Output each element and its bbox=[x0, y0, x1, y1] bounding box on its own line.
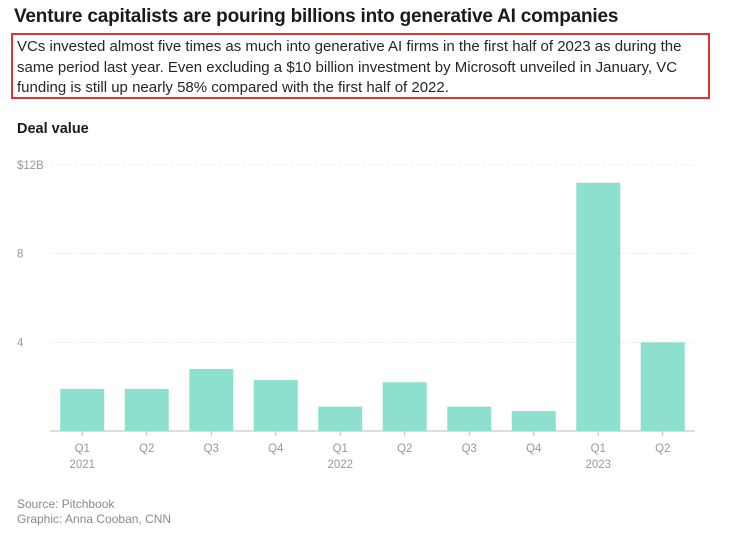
chart-subtitle: VCs invested almost five times as much i… bbox=[11, 33, 710, 99]
y-tick-label: $12B bbox=[17, 160, 44, 172]
y-axis-label: Deal value bbox=[17, 121, 89, 137]
bar bbox=[124, 388, 169, 431]
bar bbox=[576, 182, 621, 431]
graphic-credit: Graphic: Anna Cooban, CNN bbox=[17, 512, 172, 526]
x-tick-label: Q2 bbox=[397, 443, 412, 455]
y-tick-label: 8 bbox=[17, 249, 23, 261]
x-tick-label: Q3 bbox=[462, 443, 477, 455]
x-tick-label: Q4 bbox=[268, 443, 284, 455]
label-layer: $12B 8 4 Q1 2021 Q2 Q3 Q4 Q1 2022 Q2 Q3 Q4 Q1 2023 Q2 bbox=[17, 160, 670, 471]
bar bbox=[253, 380, 298, 431]
x-tick-label: Q4 bbox=[526, 443, 542, 455]
x-tick-label: Q1 bbox=[75, 443, 90, 455]
source-note: Source: Pitchbook bbox=[17, 497, 115, 511]
x-tick-label: Q2 bbox=[655, 443, 670, 455]
x-year-label: 2021 bbox=[69, 459, 95, 471]
x-year-label: 2022 bbox=[327, 459, 353, 471]
x-year-label: 2023 bbox=[585, 459, 611, 471]
bar bbox=[60, 388, 105, 431]
bar bbox=[189, 368, 234, 431]
bar bbox=[382, 382, 427, 431]
y-tick-label: 4 bbox=[17, 337, 24, 349]
chart-title: Venture capitalists are pouring billions… bbox=[14, 6, 619, 27]
x-tick-label: Q1 bbox=[591, 443, 606, 455]
bar bbox=[447, 406, 492, 431]
x-tick-label: Q1 bbox=[333, 443, 348, 455]
bar bbox=[511, 411, 556, 431]
x-tick-label: Q3 bbox=[204, 443, 219, 455]
x-tick-label: Q2 bbox=[139, 443, 154, 455]
bar bbox=[640, 342, 685, 431]
bar bbox=[318, 406, 363, 431]
bar-layer bbox=[60, 182, 685, 431]
subtitle-text: VCs invested almost five times as much i… bbox=[17, 38, 682, 96]
